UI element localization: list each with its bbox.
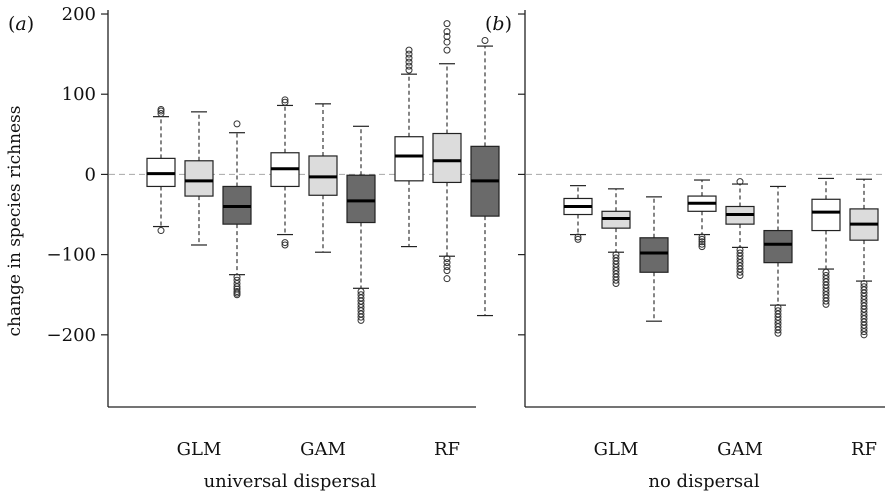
panel-a-y-tick-label: −100: [47, 245, 96, 266]
panel-a-rf-s2-outlier: [443, 255, 451, 263]
panel-b-gam-s2-outlier: [736, 178, 744, 186]
panel-a-gam-s3-outlier: [357, 316, 365, 324]
panel-b-gam-s1-outlier: [698, 240, 706, 248]
panel-b-rf-s2-outlier: [860, 328, 868, 336]
y-axis-title: change in species richness: [5, 106, 25, 337]
panel-a-y-tick-label: 200: [62, 4, 96, 25]
panel-a-rf-s1-outlier: [405, 58, 413, 66]
panel-a-rf-s2-outlier: [443, 28, 451, 36]
panel-b-rf-s1-outlier: [822, 300, 830, 308]
panel-a-rf-s2-outlier: [443, 46, 451, 54]
panel-a-y-tick-label: 100: [62, 84, 96, 105]
panel-a-rf-s1-outlier: [405, 66, 413, 74]
panel-a-gam-s3-outlier: [357, 313, 365, 321]
panel-a-glm-s2-box: [184, 160, 214, 197]
panel-b-category-label-rf: RF: [851, 439, 877, 460]
panel-b-gam-s1-outlier: [698, 243, 706, 251]
panel-a-glm-s1-outlier: [157, 105, 165, 113]
panel-b-gam-s3-outlier: [774, 329, 782, 337]
panel-b-gam-s2-outlier: [736, 271, 744, 279]
panel-a-glm-s1-outlier: [157, 109, 165, 117]
panel-b-gam-s1-outlier: [698, 235, 706, 243]
panel-b-category-label-glm: GLM: [594, 439, 639, 460]
panel-a-category-label-rf: RF: [434, 439, 460, 460]
panel-a-rf-s2-outlier: [443, 20, 451, 28]
panel-b-glm-s1-outlier: [574, 235, 582, 243]
panel-b-rf-s1-box: [811, 198, 841, 232]
panel-a-rf-s2-box: [432, 132, 462, 184]
panel-a-rf-s1-outlier: [405, 50, 413, 58]
panel-b-tag: (b): [485, 13, 512, 35]
panel-a-gam-s1-outlier: [281, 239, 289, 247]
panel-a-rf-s1-outlier: [405, 54, 413, 62]
panel-a-category-label-gam: GAM: [300, 439, 346, 460]
panel-a-category-label-glm: GLM: [177, 439, 222, 460]
panel-a-rf-s1-outlier: [405, 46, 413, 54]
panel-a-rf-s2-outlier: [443, 275, 451, 283]
panel-b-category-label-gam: GAM: [717, 439, 763, 460]
panel-b-glm-s2-outlier: [612, 279, 620, 287]
panel-a-rf-s2-outlier: [443, 32, 451, 40]
panel-a-y-tick-label: −200: [47, 325, 96, 346]
panel-b-gam-s1-outlier: [698, 238, 706, 246]
panel-b-rf-s1-outlier: [822, 297, 830, 305]
panel-a-rf-s2-outlier: [443, 38, 451, 46]
panel-a-rf-s3-outlier: [481, 36, 489, 44]
panel-a-x-axis-title: universal dispersal: [204, 471, 377, 492]
panel-b-rf-s2-outlier: [860, 331, 868, 339]
panel-a-glm-s3-outlier: [233, 291, 241, 299]
panel-b-x-axis-title: no dispersal: [648, 471, 759, 492]
panel-a-glm-s3-outlier: [233, 120, 241, 128]
panel-a-rf-s1-outlier: [405, 62, 413, 70]
panel-b-glm-s3-box: [639, 237, 669, 273]
panel-a-tag: (a): [8, 13, 34, 35]
panel-b-gam-s3-outlier: [774, 326, 782, 334]
plot-layer: 200 100 0 −100 −200 (a) GLM GAM RF universal disp…: [8, 4, 885, 492]
panel-b-gam-s2-outlier: [736, 268, 744, 276]
panel-a-gam-s1-outlier: [281, 96, 289, 104]
panel-b-glm-s1-outlier: [574, 233, 582, 241]
panel-a-y-tick-label: 0: [85, 164, 96, 185]
panel-a-rf-s2-outlier: [443, 259, 451, 267]
panel-a-rf-s2-outlier: [443, 263, 451, 271]
panel-b-gam-s1-outlier: [698, 233, 706, 241]
panel-a-rf-s2-outlier: [443, 267, 451, 275]
panel-b-gam-s3-box: [763, 229, 793, 264]
panel-b-glm-s2-outlier: [612, 276, 620, 284]
panel-a-gam-s3-box: [346, 174, 376, 224]
panel-a-rf-s1-box: [394, 136, 424, 182]
panel-a-gam-s1-outlier: [281, 98, 289, 106]
panel-a-gam-s1-outlier: [281, 241, 289, 249]
panel-a-glm-s1-outlier: [157, 227, 165, 235]
